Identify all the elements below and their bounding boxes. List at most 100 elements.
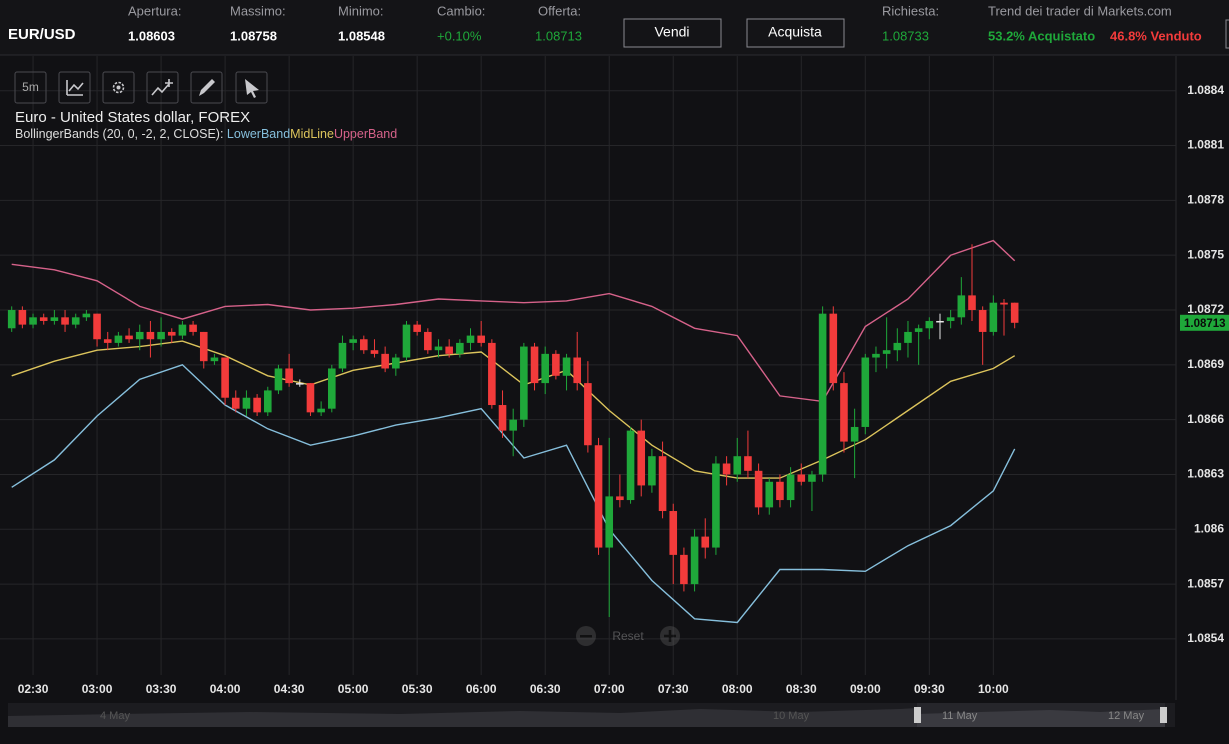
- navigator: 4 May 10 May 11 May 12 May: [8, 703, 1175, 727]
- band-line: [11, 239, 1016, 403]
- candle-body: [968, 295, 976, 311]
- candle-body: [882, 350, 891, 354]
- candle-body: [103, 339, 112, 343]
- more-button[interactable]: [1225, 19, 1229, 49]
- candle-body: [925, 320, 934, 329]
- legend-entry: UpperBand: [334, 127, 397, 141]
- settings-button[interactable]: [102, 71, 135, 104]
- chart-type-button[interactable]: [58, 71, 91, 104]
- zoom-in-icon: [664, 630, 676, 642]
- x-tick-label: 04:30: [274, 682, 305, 696]
- y-tick-label: 1.0884: [1187, 83, 1224, 97]
- candle-body: [701, 536, 710, 548]
- x-tick-label: 10:00: [978, 682, 1009, 696]
- candle-body: [488, 342, 496, 406]
- navigator-label: 11 May: [942, 710, 978, 722]
- zoom-reset[interactable]: Reset: [612, 629, 644, 643]
- stat-label: Massimo:: [230, 3, 286, 18]
- trend-label: Trend dei trader di Markets.com: [988, 3, 1172, 18]
- interval-label[interactable]: 5m: [22, 80, 39, 94]
- candle-body: [413, 324, 421, 332]
- x-tick-label: 09:00: [850, 682, 881, 696]
- navigator-label: 10 May: [773, 710, 810, 722]
- stat-label: Offerta:: [538, 3, 581, 18]
- y-tick-label: 1.0872: [1187, 302, 1224, 316]
- draw-button[interactable]: [190, 71, 223, 104]
- sell-button-label[interactable]: Vendi: [654, 24, 689, 40]
- candle-body: [146, 331, 155, 340]
- zoom-out[interactable]: [576, 626, 596, 646]
- navigator-handle[interactable]: [1160, 707, 1167, 723]
- candle-body: [93, 313, 101, 340]
- buy-button-label[interactable]: Acquista: [768, 24, 822, 40]
- candle-body: [295, 383, 304, 385]
- stat-value: 1.08603: [128, 28, 175, 43]
- candle-body: [71, 317, 80, 325]
- candle-body: [178, 324, 187, 336]
- y-tick-label: 1.0863: [1187, 467, 1224, 481]
- candle-body: [445, 346, 453, 354]
- band-line: [11, 364, 1016, 624]
- candle-body: [872, 353, 880, 358]
- candle-body: [808, 474, 816, 482]
- candle-body: [712, 463, 720, 548]
- zoom-out-icon: [580, 635, 592, 638]
- candle-body: [274, 368, 283, 391]
- y-tick-label: 1.0857: [1187, 576, 1224, 590]
- stat-value: 1.08548: [338, 28, 385, 43]
- candle-body: [434, 346, 443, 351]
- candle-body: [797, 474, 806, 482]
- navigator-label: 4 May: [100, 710, 130, 722]
- candle-body: [829, 313, 838, 384]
- candle-body: [402, 324, 411, 358]
- stat-label: Apertura:: [128, 3, 181, 18]
- cursor-icon: [245, 79, 259, 98]
- trend-sell: 46.8% Venduto: [1110, 28, 1202, 43]
- symbol: EUR/USD: [8, 26, 76, 43]
- candle-body: [253, 397, 261, 413]
- candle-body: [626, 430, 635, 501]
- interval-button[interactable]: [14, 71, 47, 104]
- candle-body: [690, 536, 699, 585]
- candle-body: [167, 331, 176, 336]
- candle-body: [189, 324, 197, 332]
- y-tick-label: 1.0878: [1187, 193, 1224, 207]
- navigator-handle[interactable]: [914, 707, 921, 723]
- chart-type-icon: [66, 80, 84, 96]
- x-tick-label: 03:30: [146, 682, 177, 696]
- zoom-controls: Reset: [576, 626, 680, 646]
- candle-body: [125, 335, 133, 340]
- candle-body: [978, 310, 987, 332]
- candle-body: [637, 430, 646, 486]
- y-tick-label: 1.0866: [1187, 412, 1224, 426]
- candle-body: [850, 426, 859, 442]
- candle-body: [914, 328, 923, 332]
- candle-body: [7, 310, 16, 329]
- candle-body: [210, 357, 219, 362]
- candle-body: [573, 357, 582, 384]
- candle-body: [722, 463, 731, 475]
- header-bar: [0, 0, 1229, 55]
- y-tick-label: 1.086: [1194, 521, 1224, 535]
- candle-body: [114, 335, 123, 343]
- settings-icon-center: [116, 85, 121, 90]
- candle-body: [744, 456, 752, 471]
- candle-body: [520, 346, 528, 420]
- candle-body: [594, 445, 603, 548]
- zoom-in[interactable]: [660, 626, 680, 646]
- candle-body: [328, 368, 336, 409]
- price-tag: [1180, 314, 1229, 331]
- candle-body: [946, 317, 955, 321]
- cursor-button[interactable]: [235, 71, 268, 104]
- candle-body: [509, 419, 517, 431]
- candle-body: [61, 317, 69, 325]
- indicators-button[interactable]: [146, 71, 179, 104]
- candle-body: [199, 331, 208, 362]
- candle-body: [786, 474, 795, 501]
- buy-button[interactable]: [746, 18, 845, 48]
- candle-body: [861, 357, 870, 427]
- x-tick-label: 03:00: [82, 682, 113, 696]
- candle-body: [317, 408, 325, 413]
- sell-button[interactable]: [623, 18, 722, 48]
